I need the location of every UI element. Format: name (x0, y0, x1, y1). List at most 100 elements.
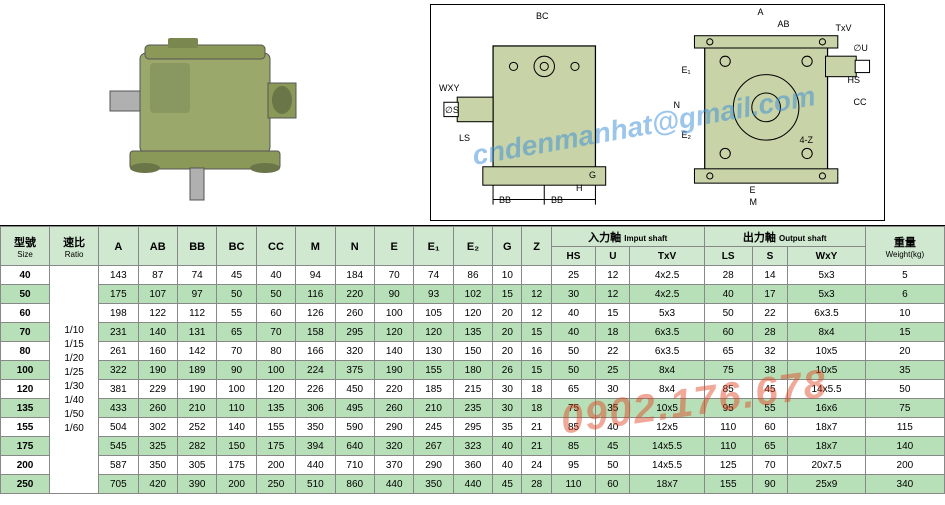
cell-size: 60 (1, 304, 50, 323)
cell-g: 40 (493, 456, 522, 475)
cell-n: 710 (335, 456, 374, 475)
cell-bb: 112 (177, 304, 216, 323)
cell-n: 375 (335, 361, 374, 380)
cell-e2: 215 (453, 380, 492, 399)
cell-txv: 4x2.5 (630, 285, 704, 304)
cell-cc: 40 (256, 266, 295, 285)
cell-bb: 189 (177, 361, 216, 380)
cell-u: 60 (596, 475, 630, 494)
cell-e2: 120 (453, 304, 492, 323)
cell-ls: 155 (704, 475, 752, 494)
cell-n: 640 (335, 437, 374, 456)
cell-bb: 210 (177, 399, 216, 418)
col-e2: E₂ (453, 227, 492, 266)
cell-ab: 87 (138, 266, 177, 285)
cell-e1: 210 (414, 399, 453, 418)
cell-a: 545 (99, 437, 138, 456)
col-weight: 重量Weight(kg) (865, 227, 944, 266)
cell-e1: 155 (414, 361, 453, 380)
cell-m: 158 (296, 323, 335, 342)
cell-bc: 140 (217, 418, 256, 437)
cell-g: 10 (493, 266, 522, 285)
cell-u: 30 (596, 380, 630, 399)
cell-s: 90 (752, 475, 788, 494)
cell-wxy: 18x7 (788, 418, 865, 437)
cell-hs: 30 (551, 285, 595, 304)
cell-g: 26 (493, 361, 522, 380)
col-cc: CC (256, 227, 295, 266)
cell-weight: 20 (865, 342, 944, 361)
cell-m: 116 (296, 285, 335, 304)
cell-z: 21 (522, 437, 551, 456)
cell-ls: 85 (704, 380, 752, 399)
cell-weight: 10 (865, 304, 944, 323)
cell-u: 25 (596, 361, 630, 380)
cell-txv: 14x5.5 (630, 456, 704, 475)
cell-cc: 155 (256, 418, 295, 437)
col-u: U (596, 247, 630, 266)
cell-bb: 282 (177, 437, 216, 456)
cell-bc: 55 (217, 304, 256, 323)
cell-g: 20 (493, 342, 522, 361)
cell-u: 45 (596, 437, 630, 456)
cell-n: 320 (335, 342, 374, 361)
cell-s: 14 (752, 266, 788, 285)
cell-bc: 175 (217, 456, 256, 475)
cell-e1: 120 (414, 323, 453, 342)
cell-wxy: 16x6 (788, 399, 865, 418)
cell-g: 20 (493, 323, 522, 342)
cell-cc: 250 (256, 475, 295, 494)
cell-size: 200 (1, 456, 50, 475)
cell-weight: 115 (865, 418, 944, 437)
cell-z: 12 (522, 285, 551, 304)
dim-g: G (589, 170, 596, 180)
cell-weight: 140 (865, 437, 944, 456)
col-input: 入力軸 Imput shaft (551, 227, 704, 247)
cell-hs: 50 (551, 361, 595, 380)
cell-ls: 75 (704, 361, 752, 380)
cell-bc: 70 (217, 342, 256, 361)
cell-wxy: 10x5 (788, 342, 865, 361)
col-e1: E₁ (414, 227, 453, 266)
cell-u: 18 (596, 323, 630, 342)
cell-bb: 142 (177, 342, 216, 361)
product-photo (0, 0, 420, 225)
technical-diagram: BC WXY ∅S LS BB BB H G (430, 4, 885, 221)
table-row: 2005873503051752004407103702903604024955… (1, 456, 945, 475)
cell-ab: 140 (138, 323, 177, 342)
cell-weight: 6 (865, 285, 944, 304)
cell-e1: 290 (414, 456, 453, 475)
cell-a: 261 (99, 342, 138, 361)
cell-a: 433 (99, 399, 138, 418)
cell-weight: 50 (865, 380, 944, 399)
cell-e2: 86 (453, 266, 492, 285)
cell-z: 18 (522, 380, 551, 399)
cell-cc: 60 (256, 304, 295, 323)
cell-a: 175 (99, 285, 138, 304)
cell-size: 80 (1, 342, 50, 361)
cell-s: 32 (752, 342, 788, 361)
table-row: 601981221125560126260100105120201240155x… (1, 304, 945, 323)
cell-e1: 350 (414, 475, 453, 494)
cell-m: 394 (296, 437, 335, 456)
cell-z: 18 (522, 399, 551, 418)
cell-s: 60 (752, 418, 788, 437)
cell-s: 22 (752, 304, 788, 323)
cell-u: 35 (596, 399, 630, 418)
col-ls: LS (704, 247, 752, 266)
cell-weight: 5 (865, 266, 944, 285)
cell-cc: 120 (256, 380, 295, 399)
cell-ls: 40 (704, 285, 752, 304)
cell-hs: 85 (551, 437, 595, 456)
col-wxy: WxY (788, 247, 865, 266)
cell-bc: 65 (217, 323, 256, 342)
cell-e2: 135 (453, 323, 492, 342)
cell-cc: 50 (256, 285, 295, 304)
cell-ls: 95 (704, 399, 752, 418)
dim-e2: E₂ (682, 130, 692, 140)
col-bb: BB (177, 227, 216, 266)
dim-ls: LS (459, 133, 470, 143)
dim-bc: BC (536, 11, 549, 21)
cell-txv: 6x3.5 (630, 323, 704, 342)
cell-bb: 190 (177, 380, 216, 399)
